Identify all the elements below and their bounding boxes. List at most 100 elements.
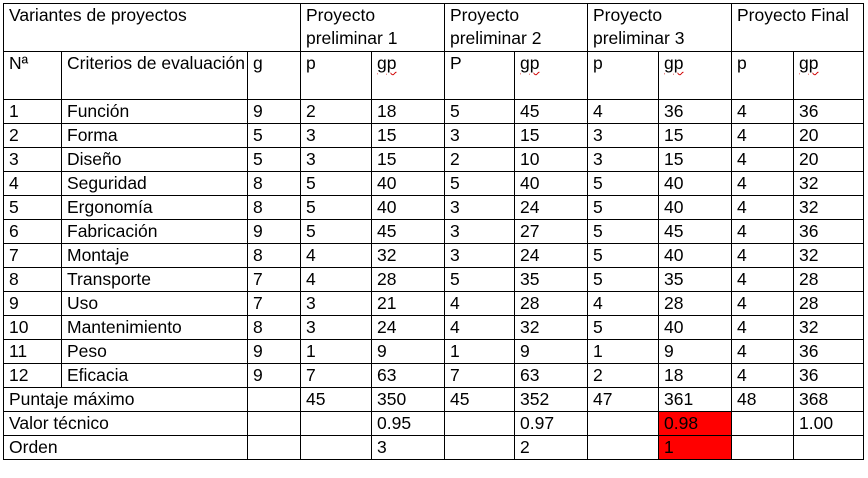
gp-value: 40 — [658, 243, 732, 268]
empty-cell — [444, 411, 515, 436]
gp-value: 40 — [658, 315, 732, 340]
gp-value: 40 — [658, 195, 732, 220]
p-value: 3 — [300, 123, 372, 148]
criterion-name: Seguridad — [61, 171, 248, 196]
p-value: 4 — [731, 195, 794, 220]
p-value: 3 — [444, 195, 515, 220]
gp-value: 40 — [658, 171, 732, 196]
evaluation-table: Variantes de proyectos Proyecto prelimin… — [3, 3, 864, 460]
p-value: 2 — [300, 99, 372, 124]
p-value: 4 — [731, 171, 794, 196]
p-value: 2 — [587, 363, 659, 388]
p-value: 5 — [444, 99, 515, 124]
gp-value: 27 — [514, 219, 588, 244]
p-value: 5 — [587, 219, 659, 244]
empty-cell — [247, 411, 301, 436]
gp-value: 18 — [658, 363, 732, 388]
total-cell: 45 — [444, 387, 515, 412]
p-value: 4 — [731, 315, 794, 340]
gp-header-text: gp — [664, 53, 684, 73]
p-value: 3 — [444, 123, 515, 148]
gp-value: 40 — [371, 171, 445, 196]
row-number: 7 — [3, 243, 62, 268]
p-value: 4 — [731, 339, 794, 364]
gp-value: 36 — [793, 363, 864, 388]
gp-value: 32 — [793, 315, 864, 340]
project-header: Proyecto preliminar 2 — [444, 3, 588, 52]
order-cell: 2 — [514, 435, 588, 460]
gp-header-text: gp — [799, 53, 819, 73]
order-cell: 3 — [371, 435, 445, 460]
criterion-name: Ergonomía — [61, 195, 248, 220]
order-row: Orden 3 2 1 — [3, 435, 864, 460]
gp-value: 15 — [371, 147, 445, 172]
gp-value: 28 — [793, 291, 864, 316]
p-value: 4 — [731, 243, 794, 268]
total-cell: 48 — [731, 387, 794, 412]
criterion-row: 3 Diseño 5 3 15 2 10 3 15 4 20 — [3, 147, 864, 172]
row-number: 10 — [3, 315, 62, 340]
p-value: 5 — [587, 195, 659, 220]
weight: 5 — [247, 147, 301, 172]
gp-value: 21 — [371, 291, 445, 316]
empty-cell — [247, 435, 301, 460]
criterion-name: Forma — [61, 123, 248, 148]
p-header: P — [444, 51, 515, 100]
p-value: 3 — [587, 147, 659, 172]
p-value: 4 — [444, 291, 515, 316]
header-row: Variantes de proyectos Proyecto prelimin… — [3, 3, 864, 52]
row-number: 3 — [3, 147, 62, 172]
gp-value: 40 — [371, 195, 445, 220]
p-value: 4 — [731, 147, 794, 172]
p-value: 4 — [587, 291, 659, 316]
totals-label: Puntaje máximo — [3, 387, 248, 412]
criterion-row: 12 Eficacia 9 7 63 7 63 2 18 4 36 — [3, 363, 864, 388]
row-number: 1 — [3, 99, 62, 124]
gp-header-text: gp — [377, 53, 397, 73]
num-header: Nª — [3, 51, 62, 100]
order-cell-highlighted: 1 — [658, 435, 732, 460]
p-value: 5 — [444, 267, 515, 292]
p-value: 2 — [444, 147, 515, 172]
p-value: 4 — [444, 315, 515, 340]
p-value: 3 — [300, 147, 372, 172]
weight: 5 — [247, 123, 301, 148]
gp-value: 24 — [514, 195, 588, 220]
empty-cell — [731, 435, 794, 460]
criterion-name: Peso — [61, 339, 248, 364]
weight: 8 — [247, 315, 301, 340]
criterion-row: 2 Forma 5 3 15 3 15 3 15 4 20 — [3, 123, 864, 148]
criterion-row: 9 Uso 7 3 21 4 28 4 28 4 28 — [3, 291, 864, 316]
gp-value: 10 — [514, 147, 588, 172]
criterion-name: Transporte — [61, 267, 248, 292]
p-value: 1 — [300, 339, 372, 364]
weight: 7 — [247, 291, 301, 316]
gp-value: 24 — [514, 243, 588, 268]
subheader-row: Nª Criterios de evaluación g p gp P gp p… — [3, 51, 864, 100]
p-value: 7 — [444, 363, 515, 388]
p-value: 4 — [731, 267, 794, 292]
p-header: p — [587, 51, 659, 100]
gp-value: 24 — [371, 315, 445, 340]
row-number: 2 — [3, 123, 62, 148]
p-value: 4 — [731, 363, 794, 388]
technical-value-cell: 0.95 — [371, 411, 445, 436]
row-number: 9 — [3, 291, 62, 316]
gp-value: 15 — [658, 147, 732, 172]
gp-value: 32 — [793, 195, 864, 220]
p-value: 4 — [731, 99, 794, 124]
gp-header-text: gp — [520, 53, 540, 73]
p-header: p — [731, 51, 794, 100]
gp-value: 28 — [514, 291, 588, 316]
variants-header: Variantes de proyectos — [3, 3, 301, 52]
weight: 8 — [247, 243, 301, 268]
gp-value: 20 — [793, 123, 864, 148]
gp-value: 9 — [658, 339, 732, 364]
gp-value: 15 — [371, 123, 445, 148]
p-header: p — [300, 51, 372, 100]
empty-cell — [731, 411, 794, 436]
p-value: 3 — [300, 315, 372, 340]
total-cell: 47 — [587, 387, 659, 412]
empty-cell — [587, 435, 659, 460]
weight: 9 — [247, 339, 301, 364]
